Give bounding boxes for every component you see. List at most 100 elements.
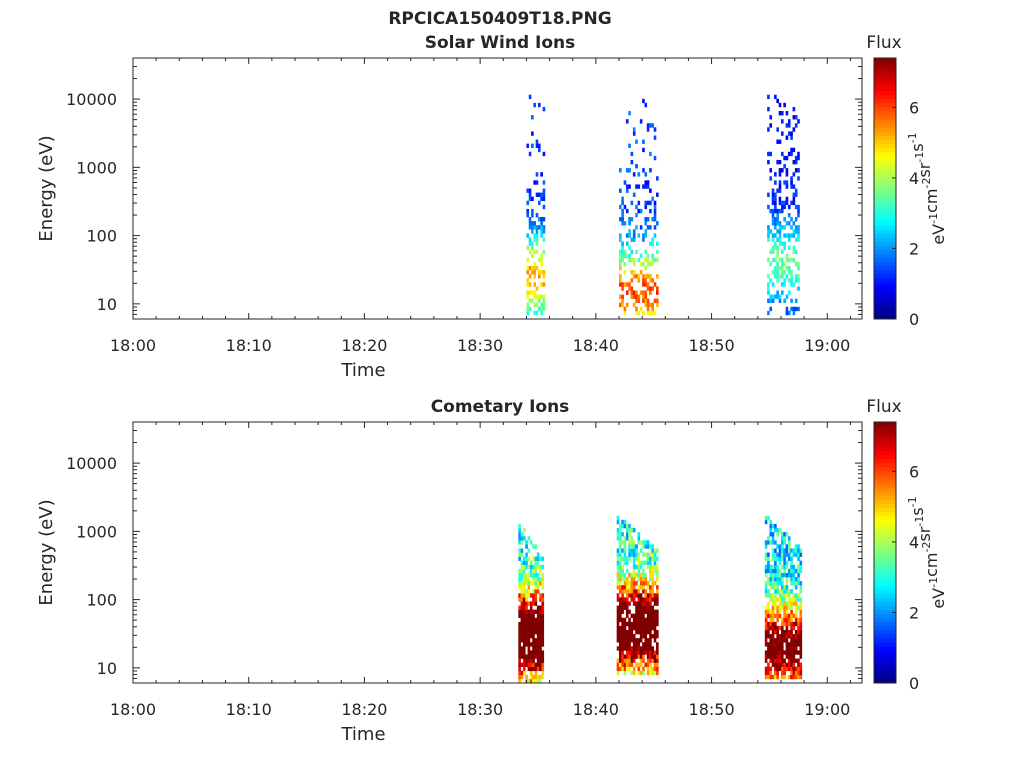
- spectrogram-cell: [767, 593, 770, 598]
- spectrogram-cell: [528, 241, 532, 246]
- spectrogram-cell: [799, 634, 803, 639]
- spectrogram-cell: [790, 270, 793, 275]
- spectrogram-cell: [637, 200, 641, 206]
- spectrogram-cell: [781, 576, 784, 582]
- spectrogram-cell: [776, 552, 779, 557]
- spectrogram-cell: [776, 556, 779, 561]
- spectrogram-cell: [539, 617, 542, 623]
- spectrogram-cell: [532, 658, 535, 663]
- spectrogram-cell: [628, 548, 631, 553]
- spectrogram-cell: [532, 629, 535, 635]
- x-tick-label: 18:20: [341, 336, 387, 355]
- spectrogram-cell: [785, 666, 789, 672]
- spectrogram-cell: [646, 200, 650, 206]
- spectrogram-cell: [625, 233, 629, 238]
- spectrogram-cell: [644, 229, 648, 234]
- spectrogram-cell: [794, 593, 798, 598]
- spectrogram-cell: [764, 670, 768, 676]
- spectrogram-cell: [621, 548, 624, 553]
- spectrogram-cell: [787, 131, 791, 136]
- cometary-axes: 18:00 18:10 18:20 18:30 18:40 18:50 19:0010100…: [66, 421, 862, 719]
- spectrogram-cell: [797, 625, 800, 631]
- colorbar-segment: [874, 511, 896, 517]
- spectrogram-cell: [646, 629, 650, 635]
- spectrogram-cell: [651, 564, 655, 570]
- spectrogram-cell: [536, 674, 540, 680]
- spectrogram-cell: [619, 528, 622, 533]
- spectrogram-cell: [646, 585, 650, 590]
- spectrogram-cell: [787, 237, 791, 242]
- spectrogram-cell: [527, 617, 531, 623]
- spectrogram-cell: [522, 597, 526, 602]
- spectrogram-cell: [653, 568, 657, 574]
- spectrogram-cell: [632, 261, 636, 267]
- spectrogram-cell: [642, 613, 645, 619]
- spectrogram-cell: [794, 629, 798, 635]
- spectrogram-cell: [649, 290, 652, 295]
- spectrogram-cell: [539, 576, 542, 582]
- spectrogram-cell: [649, 589, 652, 594]
- spectrogram-cell: [794, 585, 798, 590]
- spectrogram-cell: [781, 650, 784, 655]
- spectrogram-cell: [783, 548, 786, 553]
- spectrogram-cell: [646, 286, 650, 291]
- spectrogram-cell: [649, 564, 652, 570]
- spectrogram-cell: [794, 188, 798, 193]
- spectrogram-cell: [623, 629, 627, 635]
- spectrogram-cell: [778, 168, 782, 173]
- spectrogram-cell: [767, 310, 770, 316]
- spectrogram-cell: [787, 568, 791, 574]
- spectrogram-cell: [528, 94, 532, 100]
- spectrogram-cell: [623, 540, 627, 545]
- spectrogram-cell: [625, 241, 629, 246]
- spectrogram-cell: [767, 642, 770, 647]
- spectrogram-cell: [799, 601, 803, 606]
- spectrogram-cell: [656, 564, 659, 570]
- spectrogram-cell: [639, 540, 643, 545]
- spectrogram-cell: [527, 564, 531, 570]
- spectrogram-cell: [771, 217, 775, 222]
- spectrogram-cell: [767, 605, 770, 610]
- spectrogram-cell: [790, 576, 793, 582]
- spectrogram-cell: [787, 642, 791, 647]
- spectrogram-cell: [635, 212, 638, 218]
- spectrogram-cell: [639, 597, 643, 602]
- spectrogram-cell: [621, 217, 624, 222]
- spectrogram-cell: [536, 666, 540, 672]
- spectrogram-cell: [776, 98, 779, 104]
- spectrogram-cell: [541, 642, 545, 647]
- spectrogram-cell: [632, 581, 636, 586]
- spectrogram-cell: [785, 532, 789, 537]
- spectrogram-cell: [783, 298, 786, 303]
- spectrogram-cell: [644, 650, 648, 655]
- spectrogram-cell: [632, 670, 636, 676]
- spectrogram-cell: [625, 634, 629, 639]
- spectrogram-cell: [774, 650, 777, 655]
- spectrogram-cell: [794, 605, 798, 610]
- spectrogram-cell: [792, 192, 796, 197]
- spectrogram-cell: [529, 617, 533, 623]
- spectrogram-cell: [632, 658, 636, 663]
- spectrogram-cell: [522, 564, 526, 570]
- spectrogram-cell: [623, 253, 627, 259]
- spectrogram-cell: [771, 200, 775, 206]
- colorbar-segment: [874, 572, 896, 578]
- spectrogram-cell: [527, 678, 531, 684]
- spectrogram-cell: [790, 629, 793, 635]
- spectrogram-cell: [774, 585, 777, 590]
- spectrogram-cell: [797, 306, 800, 312]
- colorbar-segment: [874, 106, 896, 112]
- spectrogram-cell: [518, 670, 521, 676]
- spectrogram-cell: [794, 613, 798, 619]
- spectrogram-cell: [649, 593, 652, 598]
- spectrogram-cell: [642, 589, 645, 594]
- spectrogram-cell: [625, 568, 629, 574]
- spectrogram-cell: [656, 249, 659, 255]
- spectrogram-cell: [774, 568, 777, 574]
- spectrogram-cell: [653, 609, 657, 614]
- spectrogram-cell: [799, 605, 803, 610]
- spectrogram-cell: [781, 536, 784, 541]
- spectrogram-cell: [533, 265, 536, 271]
- spectrogram-cell: [533, 310, 536, 316]
- spectrogram-cell: [764, 515, 768, 521]
